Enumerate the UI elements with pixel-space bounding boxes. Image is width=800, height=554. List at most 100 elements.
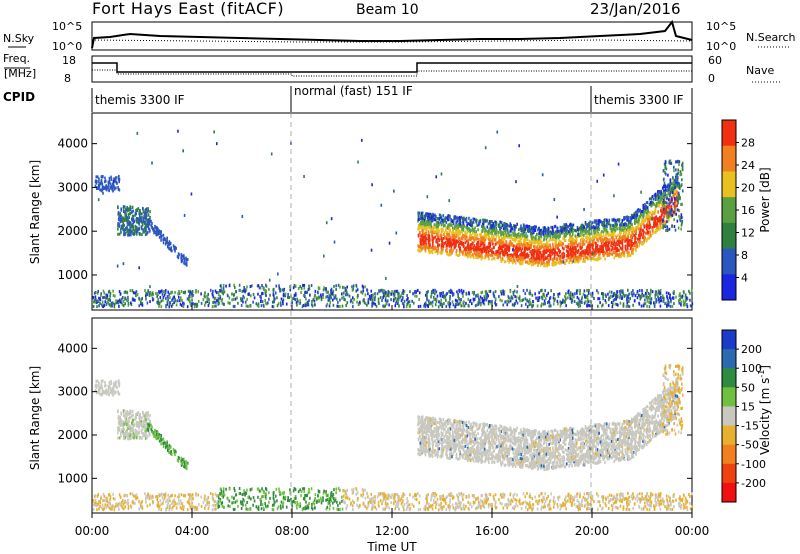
power-cell [454, 232, 456, 236]
power-cell [624, 225, 626, 229]
power-cell [480, 252, 483, 256]
power-cell [673, 187, 675, 191]
power-cell [680, 295, 683, 299]
power-cell [552, 260, 554, 264]
power-cell [659, 299, 662, 303]
power-cell [689, 304, 692, 308]
power-cell [654, 290, 657, 294]
power-cell [320, 298, 323, 302]
power-cell [655, 225, 658, 229]
power-cell [145, 214, 148, 218]
power-cell [326, 302, 329, 306]
power-cell [400, 294, 403, 298]
power-cell [631, 216, 633, 220]
power-cell [483, 244, 486, 248]
power-cell [622, 304, 625, 308]
power-cell [158, 301, 161, 305]
power-cell [509, 258, 512, 262]
power-cell [587, 257, 590, 261]
power-cell [342, 285, 344, 289]
power-cell [538, 248, 540, 252]
power-cell [123, 297, 126, 301]
power-cell [470, 246, 473, 250]
power-cell [129, 228, 132, 232]
power-cell [264, 298, 266, 302]
power-cell [217, 298, 220, 302]
power-cell [182, 291, 185, 295]
power-cell [451, 300, 454, 304]
power-cell [498, 235, 500, 239]
power-cell [512, 293, 515, 297]
power-cell [643, 240, 646, 244]
power-cell [614, 221, 617, 225]
power-cell [523, 223, 525, 227]
power-cell [641, 229, 644, 233]
power-cell [424, 245, 426, 249]
power-cell [538, 296, 541, 300]
power-cell [120, 297, 123, 301]
power-cell [589, 250, 592, 254]
power-cell [169, 301, 172, 305]
power-cell [551, 252, 553, 256]
power-cell [204, 301, 207, 305]
power-cell [167, 244, 169, 248]
power-cell [610, 236, 613, 240]
power-cell [603, 238, 605, 242]
power-cell [488, 238, 490, 242]
power-cell [388, 303, 390, 307]
power-cell [227, 301, 230, 305]
power-cell [122, 225, 124, 229]
power-cell [484, 238, 487, 242]
power-cell [128, 212, 131, 216]
power-cell [627, 228, 630, 232]
power-cell [688, 289, 690, 293]
power-cell [449, 243, 452, 247]
power-cell [403, 289, 406, 293]
power-cell [648, 297, 651, 301]
power-cell [608, 250, 611, 254]
power-cell [103, 291, 106, 295]
power-cell [374, 302, 377, 306]
power-cell [237, 301, 239, 305]
power-cell [522, 298, 525, 302]
power-cell [126, 226, 128, 230]
power-cell [526, 298, 528, 302]
power-cell [282, 292, 285, 296]
power-cell [615, 248, 618, 252]
power-cell [231, 298, 233, 302]
power-cell [122, 221, 125, 225]
power-cell [266, 302, 268, 306]
power-cell [293, 293, 296, 297]
power-cell [586, 256, 589, 260]
power-cell [640, 304, 643, 308]
power-cell [168, 243, 171, 247]
power-cell [436, 294, 439, 298]
power-cell [666, 304, 668, 308]
power-cell [450, 241, 453, 245]
power-cell [95, 301, 98, 305]
power-cell [585, 227, 588, 231]
power-cell [628, 300, 630, 304]
power-cell [423, 304, 425, 308]
power-cell [420, 244, 422, 248]
power-cell [558, 235, 560, 239]
power-cell [370, 289, 373, 293]
power-cell [346, 292, 348, 296]
power-cell [570, 293, 572, 297]
power-cell [472, 299, 475, 303]
power-cell [318, 295, 320, 299]
power-cell [571, 292, 574, 296]
power-cell [608, 296, 610, 300]
power-cell [437, 234, 439, 238]
power-cell [487, 245, 489, 249]
power-cell [616, 243, 619, 247]
power-cell [322, 288, 325, 292]
power-cell [647, 295, 650, 299]
power-cell [307, 300, 309, 304]
power-cell [631, 222, 633, 226]
power-cell [684, 295, 687, 299]
power-cell [101, 303, 103, 307]
power-cell [434, 292, 436, 296]
power-cell [603, 243, 605, 247]
power-cell [491, 299, 493, 303]
